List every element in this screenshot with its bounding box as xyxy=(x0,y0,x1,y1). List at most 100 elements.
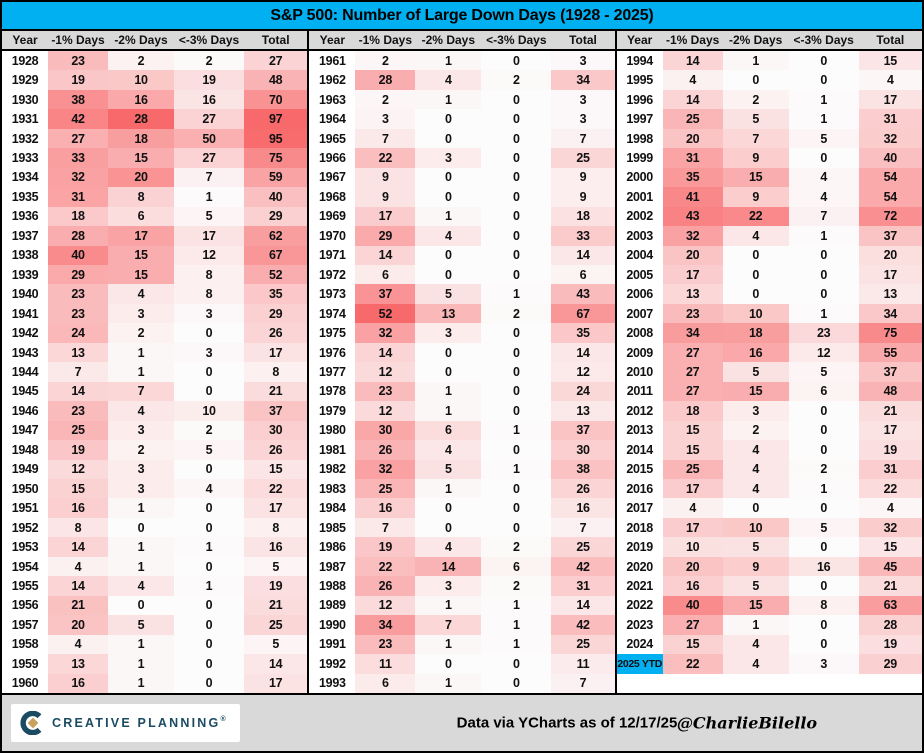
value-cell: 2 xyxy=(722,89,789,110)
total-cell: 25 xyxy=(551,537,615,557)
year-cell: 1985 xyxy=(309,517,356,538)
total-cell: 59 xyxy=(244,167,308,188)
total-cell: 27 xyxy=(244,51,308,71)
value-cell: 0 xyxy=(481,401,552,421)
total-cell: 19 xyxy=(244,576,308,596)
year-cell: 1981 xyxy=(309,440,356,460)
value-cell: 1 xyxy=(788,226,859,246)
value-cell: 3 xyxy=(174,303,244,324)
total-cell: 9 xyxy=(551,187,615,207)
total-cell: 15 xyxy=(858,537,922,557)
total-cell: 29 xyxy=(244,206,308,227)
year-cell: 1979 xyxy=(309,401,356,421)
heatmap-tables: Year -1% Days -2% Days <-3% Days Total 1928 23… xyxy=(2,31,922,693)
year-cell: 1934 xyxy=(2,167,48,188)
year-cell: 1968 xyxy=(309,187,356,207)
value-cell: 7 xyxy=(722,128,789,149)
value-cell: 6 xyxy=(355,673,416,693)
value-cell: 9 xyxy=(722,187,789,207)
year-cell: 1959 xyxy=(2,654,48,674)
total-cell: 17 xyxy=(858,265,922,285)
total-cell: 30 xyxy=(244,420,308,441)
value-cell: 4 xyxy=(722,440,789,460)
value-cell: 12 xyxy=(48,459,108,479)
value-cell: 20 xyxy=(662,556,723,577)
column-header: -1% Days xyxy=(355,31,416,51)
total-cell: 37 xyxy=(244,401,308,421)
total-cell: 48 xyxy=(858,381,922,402)
value-cell: 12 xyxy=(174,245,244,265)
column-header: -2% Days xyxy=(415,31,482,51)
value-cell: 50 xyxy=(174,128,244,149)
total-cell: 25 xyxy=(551,148,615,168)
year-cell: 1932 xyxy=(2,128,48,149)
year-cell: 1990 xyxy=(309,615,356,635)
value-cell: 1 xyxy=(415,401,482,421)
value-cell: 1 xyxy=(108,556,174,577)
value-cell: 0 xyxy=(788,634,859,655)
value-cell: 0 xyxy=(481,498,552,518)
year-cell: 2009 xyxy=(616,342,663,363)
column-header: -2% Days xyxy=(722,31,789,51)
value-cell: 1 xyxy=(788,303,859,324)
value-cell: 7 xyxy=(174,167,244,188)
year-cell: 2022 xyxy=(616,595,663,616)
value-cell: 6 xyxy=(355,265,416,285)
column-header: Year xyxy=(2,31,48,51)
total-cell: 9 xyxy=(551,167,615,188)
value-cell: 27 xyxy=(662,342,723,363)
column-header: <-3% Days xyxy=(481,31,552,51)
value-cell: 2 xyxy=(174,420,244,441)
year-cell: 1967 xyxy=(309,167,356,188)
year-cell: 1961 xyxy=(309,51,356,71)
value-cell: 8 xyxy=(174,265,244,285)
value-cell: 30 xyxy=(355,420,416,441)
value-cell: 1 xyxy=(415,89,482,110)
year-cell: 1991 xyxy=(309,634,356,655)
value-cell: 0 xyxy=(788,420,859,441)
total-cell: 15 xyxy=(858,51,922,71)
value-cell: 2 xyxy=(481,70,552,90)
value-cell: 1 xyxy=(481,615,552,635)
total-cell: 32 xyxy=(858,517,922,538)
value-cell: 0 xyxy=(415,187,482,207)
total-cell: 17 xyxy=(244,498,308,518)
total-cell: 17 xyxy=(858,420,922,441)
year-cell: 2012 xyxy=(616,401,663,421)
total-cell: 26 xyxy=(551,479,615,499)
value-cell: 4 xyxy=(662,498,723,518)
total-cell: 17 xyxy=(244,342,308,363)
value-cell: 4 xyxy=(108,284,174,304)
value-cell: 0 xyxy=(174,517,244,538)
year-cell: 1938 xyxy=(2,245,48,265)
total-cell: 20 xyxy=(858,245,922,265)
value-cell: 5 xyxy=(788,517,859,538)
value-cell: 0 xyxy=(481,381,552,402)
total-cell: 54 xyxy=(858,187,922,207)
value-cell: 2 xyxy=(108,323,174,343)
value-cell: 0 xyxy=(788,51,859,71)
value-cell: 0 xyxy=(415,265,482,285)
total-cell: 5 xyxy=(244,634,308,655)
year-cell: 1946 xyxy=(2,401,48,421)
value-cell: 20 xyxy=(48,615,108,635)
value-cell: 27 xyxy=(662,615,723,635)
value-cell: 1 xyxy=(108,673,174,693)
value-cell: 3 xyxy=(108,303,174,324)
total-cell: 37 xyxy=(858,226,922,246)
year-cell: 1954 xyxy=(2,556,48,577)
total-cell: 72 xyxy=(858,206,922,227)
year-cell: 1992 xyxy=(309,654,356,674)
value-cell: 4 xyxy=(722,479,789,499)
year-cell: 1950 xyxy=(2,479,48,499)
value-cell: 0 xyxy=(481,51,552,71)
year-cell: 2013 xyxy=(616,420,663,441)
value-cell: 2 xyxy=(481,303,552,324)
value-cell: 32 xyxy=(355,323,416,343)
year-cell: 1943 xyxy=(2,342,48,363)
year-cell: 1939 xyxy=(2,265,48,285)
year-cell: 1969 xyxy=(309,206,356,227)
value-cell: 0 xyxy=(481,128,552,149)
total-cell: 4 xyxy=(858,70,922,90)
year-cell: 2024 xyxy=(616,634,663,655)
